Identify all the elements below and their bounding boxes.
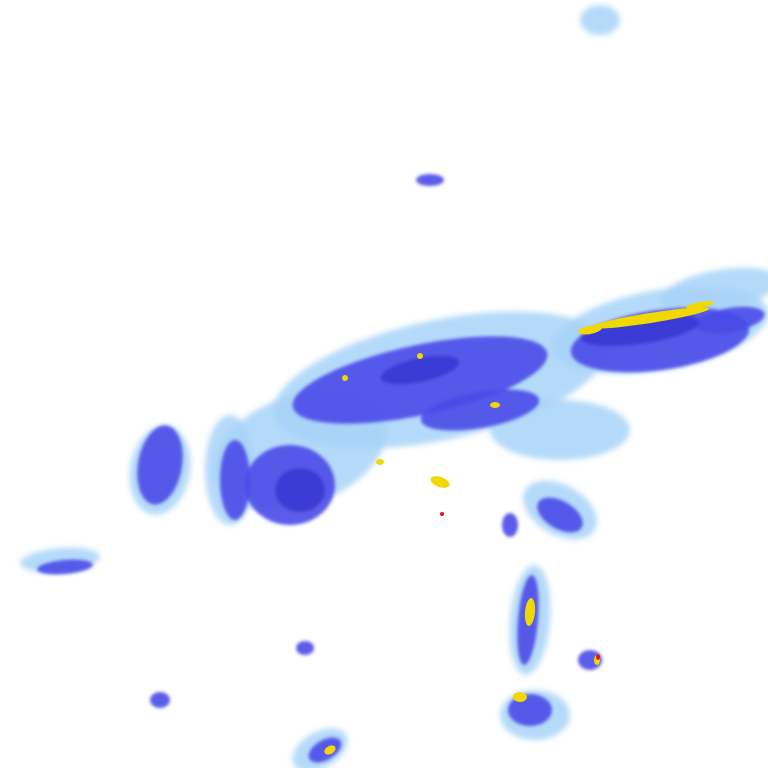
moderate-echo (37, 559, 93, 575)
intense-echo (578, 325, 602, 335)
moderate-echo (220, 440, 250, 520)
moderate-echo (416, 174, 444, 186)
intense-echo (524, 598, 536, 626)
intense-echo (430, 476, 450, 488)
moderate-echo (537, 497, 583, 533)
intense-echo (490, 402, 500, 408)
moderate-echo (420, 389, 540, 431)
moderate-echo (508, 694, 552, 726)
extreme-echo (596, 654, 600, 660)
intense-echo (590, 307, 710, 329)
intense-precipitation-layer (324, 301, 714, 755)
light-echo (580, 5, 620, 35)
intense-echo (342, 375, 348, 381)
intense-echo (513, 692, 527, 702)
moderate-echo (578, 650, 602, 670)
light-echo (660, 267, 768, 313)
heavy-echo (275, 468, 325, 512)
intense-echo (376, 459, 384, 465)
extreme-echo (440, 512, 444, 516)
moderate-echo (296, 641, 314, 655)
intense-echo (686, 301, 714, 309)
moderate-echo (502, 513, 518, 537)
intense-echo (417, 353, 423, 359)
moderate-echo (137, 425, 183, 505)
moderate-echo (695, 306, 765, 334)
moderate-echo (150, 692, 170, 708)
moderate-precipitation-layer (37, 174, 765, 763)
intense-echo (324, 745, 336, 755)
heavy-echo (380, 355, 460, 385)
light-echo (490, 400, 630, 460)
